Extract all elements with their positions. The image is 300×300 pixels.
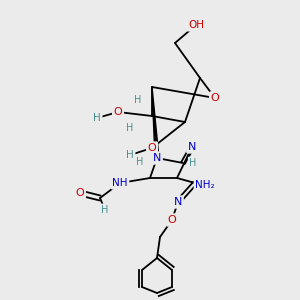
Text: H: H — [189, 158, 197, 168]
Text: N: N — [188, 142, 196, 152]
Text: NH₂: NH₂ — [195, 180, 215, 190]
Text: O: O — [114, 107, 122, 117]
Text: N: N — [153, 153, 161, 163]
Text: H: H — [126, 123, 134, 133]
Text: O: O — [148, 143, 156, 153]
Text: N: N — [174, 197, 182, 207]
Text: O: O — [168, 215, 176, 225]
Text: O: O — [211, 93, 219, 103]
Text: H: H — [101, 205, 109, 215]
Text: OH: OH — [188, 20, 204, 30]
Polygon shape — [152, 87, 159, 158]
Text: H: H — [93, 113, 101, 123]
Text: NH: NH — [112, 178, 128, 188]
Text: H: H — [136, 157, 144, 167]
Text: H: H — [126, 150, 134, 160]
Text: H: H — [134, 95, 142, 105]
Text: O: O — [76, 188, 84, 198]
